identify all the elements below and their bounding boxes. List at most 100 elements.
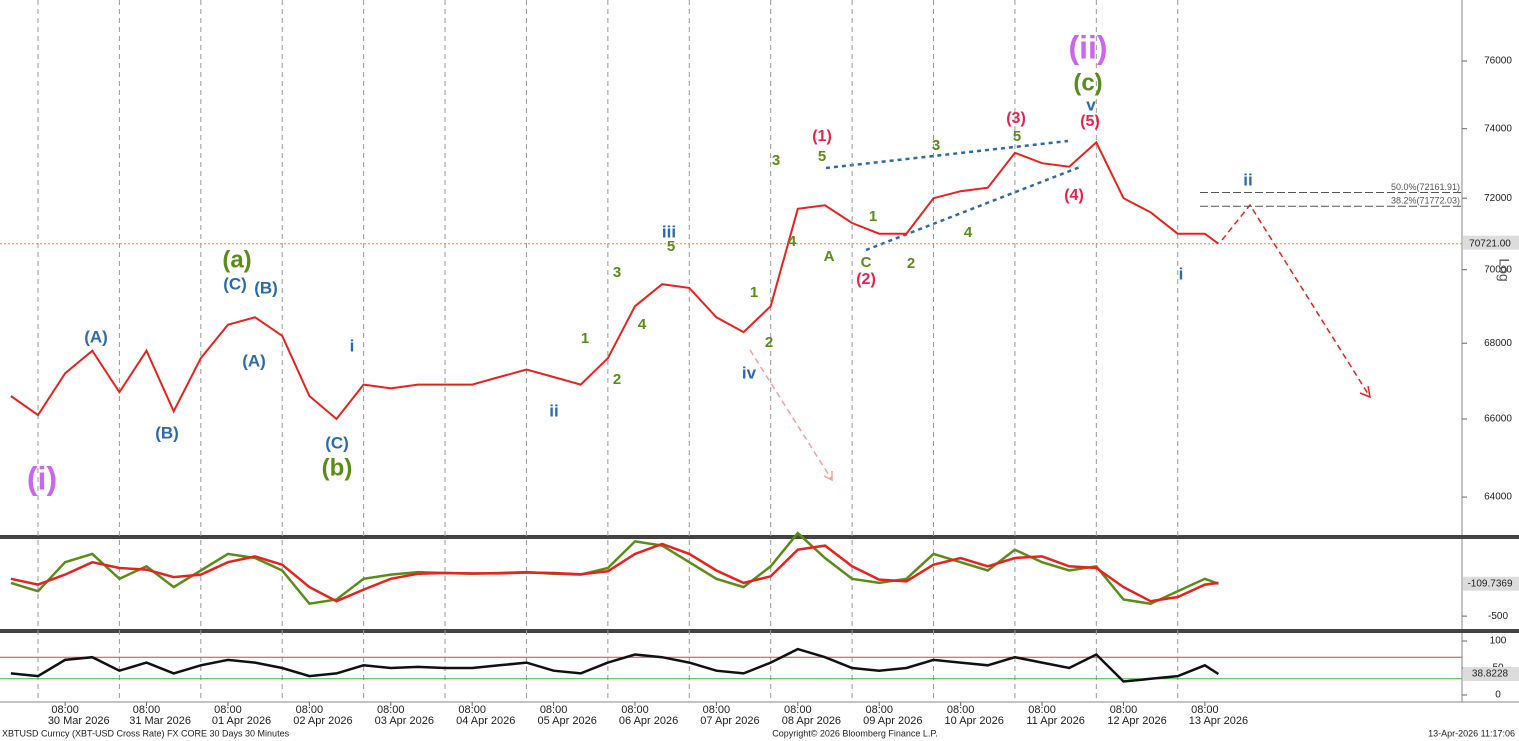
fib-label: 38.2%(71772.03) (1391, 196, 1460, 206)
x-tick-label: 08:00 (540, 704, 568, 716)
x-tick-label: 04 Apr 2026 (456, 715, 515, 727)
wave-label: 2 (765, 334, 773, 351)
x-tick-label: 08:00 (1028, 704, 1056, 716)
wave-label: 3 (613, 264, 621, 281)
data-line (10, 542, 1219, 603)
wave-label: 3 (772, 152, 780, 169)
footer-right: 13-Apr-2026 11:17:06 (1428, 728, 1515, 738)
x-tick-label: 09 Apr 2026 (863, 715, 922, 727)
trend-line (825, 139, 1069, 170)
wave-label: 4 (788, 233, 797, 250)
projection-arrow (749, 349, 833, 481)
arrow-head (1359, 385, 1371, 399)
panel-separator (0, 629, 1519, 633)
value-label-box (1463, 667, 1519, 682)
wave-label: C (861, 254, 872, 271)
y-tick-label: -500 (1488, 611, 1508, 622)
x-tick-label: 01 Apr 2026 (212, 715, 271, 727)
wave-label: (A) (84, 327, 108, 346)
wave-label: 5 (667, 238, 675, 255)
data-line (10, 140, 1219, 421)
wave-label: 5 (1013, 128, 1021, 145)
wave-label: i (350, 336, 355, 355)
y-tick-label: 0 (1495, 690, 1501, 701)
wave-label: (C) (223, 274, 247, 293)
y-tick-label: 64000 (1484, 492, 1512, 503)
wave-label: (4) (1064, 187, 1084, 204)
wave-label: (a) (222, 246, 251, 273)
wave-label: 1 (869, 208, 877, 225)
wave-label: 2 (907, 255, 915, 272)
wave-label: (A) (242, 351, 266, 370)
wave-label: v (1086, 95, 1096, 114)
wave-label: (ii) (1068, 29, 1107, 65)
wave-label: (B) (254, 278, 278, 297)
x-tick-label: 08:00 (296, 704, 324, 716)
x-tick-label: 08:00 (377, 704, 405, 716)
x-tick-label: 12 Apr 2026 (1107, 715, 1166, 727)
x-tick-label: 08:00 (1191, 704, 1219, 716)
y-tick-label: 70000 (1484, 264, 1512, 275)
projection-arrow (1221, 203, 1371, 398)
wave-label: 1 (581, 330, 589, 347)
data-line (10, 647, 1220, 683)
y-tick-label: 72000 (1484, 193, 1512, 204)
x-tick-label: 08:00 (133, 704, 161, 716)
wave-label: 4 (638, 316, 647, 333)
x-tick-label: 08 Apr 2026 (782, 715, 841, 727)
wave-label: 5 (818, 148, 826, 165)
wave-label: (1) (812, 128, 832, 145)
x-tick-label: 05 Apr 2026 (537, 715, 596, 727)
wave-label: (C) (325, 433, 349, 452)
y-tick-label: 76000 (1484, 56, 1512, 67)
x-tick-label: 31 Mar 2026 (129, 715, 191, 727)
x-tick-label: 08:00 (214, 704, 242, 716)
footer-left: XBTUSD Curncy (XBT-USD Cross Rate) FX CO… (2, 728, 290, 738)
x-tick-label: 06 Apr 2026 (619, 715, 678, 727)
x-tick-label: 08:00 (947, 704, 975, 716)
y-tick-label: 66000 (1484, 414, 1512, 425)
wave-label: i (1179, 264, 1184, 283)
wave-label: 4 (964, 224, 973, 241)
wave-label: (i) (27, 460, 57, 496)
x-tick-label: 08:00 (784, 704, 812, 716)
x-tick-label: 03 Apr 2026 (375, 715, 434, 727)
fib-label: 50.0%(72161.91) (1391, 182, 1460, 192)
wave-label: (2) (856, 271, 876, 288)
y-tick-label: 100 (1490, 636, 1507, 647)
y-tick-label: 74000 (1484, 123, 1512, 134)
x-tick-label: 08:00 (458, 704, 486, 716)
wave-label: 2 (613, 371, 621, 388)
x-tick-label: 11 Apr 2026 (1026, 715, 1085, 727)
last-price-label: 70721.00 (1469, 238, 1511, 249)
wave-label: ii (1243, 170, 1252, 189)
last-value-label: -109.7369 (1467, 578, 1512, 589)
wave-label: (b) (322, 454, 353, 481)
value-label-box (1463, 576, 1519, 591)
wave-label: iv (742, 363, 757, 382)
x-tick-label: 08:00 (1110, 704, 1138, 716)
last-value-label: 38.8228 (1472, 669, 1509, 680)
x-tick-label: 07 Apr 2026 (700, 715, 759, 727)
wave-label: (B) (155, 423, 179, 442)
wave-label: 3 (932, 137, 940, 154)
wave-label: A (824, 248, 835, 265)
price-label-box (1463, 235, 1519, 250)
scale-label: Log (1496, 258, 1512, 281)
x-tick-label: 08:00 (865, 704, 893, 716)
x-tick-label: 08:00 (703, 704, 731, 716)
y-tick-label: 68000 (1484, 338, 1512, 349)
wave-label: ii (549, 401, 558, 420)
x-tick-label: 08:00 (51, 704, 79, 716)
wave-label: 1 (750, 284, 758, 301)
panel-separator (0, 535, 1519, 539)
footer-center: Copyright© 2026 Bloomberg Finance L.P. (772, 728, 938, 738)
x-tick-label: 30 Mar 2026 (48, 715, 110, 727)
wave-label: iii (662, 222, 676, 241)
x-tick-label: 02 Apr 2026 (293, 715, 352, 727)
arrow-head (823, 471, 833, 482)
wave-label: (c) (1073, 69, 1102, 96)
trend-line (865, 165, 1081, 252)
